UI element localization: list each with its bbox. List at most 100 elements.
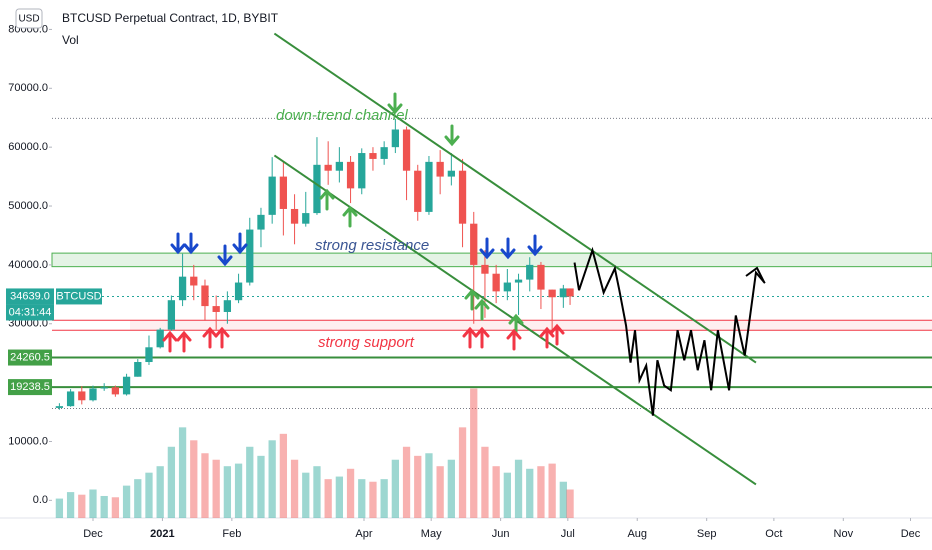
arrow-up — [176, 330, 192, 353]
arrows — [162, 92, 565, 353]
candle-body — [302, 213, 310, 224]
volume-bar — [190, 440, 198, 518]
candle-body — [66, 391, 75, 407]
level-label: 24260.5 — [10, 351, 50, 363]
volume-bar — [369, 481, 377, 518]
arrow-up — [202, 326, 218, 349]
candle-body — [167, 300, 176, 330]
x-tick-label: Jul — [561, 528, 575, 540]
candle-body — [324, 164, 332, 171]
annotation: down-trend channel — [276, 107, 408, 124]
countdown-label: 04:31:44 — [9, 306, 52, 318]
arrow-up — [462, 326, 478, 349]
y-tick-label: 50000.0 — [8, 200, 48, 212]
candle-body — [234, 282, 243, 301]
x-tick-label: Oct — [765, 528, 782, 540]
currency-badge[interactable] — [15, 8, 43, 29]
projection-line — [573, 246, 766, 416]
volume-bar — [447, 459, 455, 518]
volume-bar — [559, 481, 567, 518]
volume-bar — [514, 459, 523, 518]
arrow-up — [474, 298, 490, 321]
candle-body — [369, 153, 377, 159]
candle-body — [447, 170, 455, 177]
x-tick-label: Apr — [355, 528, 372, 540]
annotation: strong support — [318, 334, 415, 351]
axes: 0.0 10000.0 30000.0 40000.0 50000.0 60000.0 70… — [6, 23, 921, 540]
candle-body — [548, 289, 556, 298]
currency: USD — [18, 14, 39, 25]
support-zone — [130, 320, 932, 331]
candle-body — [246, 229, 254, 283]
candle-body — [134, 362, 142, 377]
candle-body — [436, 161, 444, 177]
arrow-down — [170, 232, 186, 255]
volume-bar — [358, 479, 366, 518]
arrow-up — [474, 326, 490, 349]
volume-bar — [458, 427, 467, 518]
candle-body — [503, 282, 511, 292]
candle-body — [458, 170, 467, 224]
arrow-up — [506, 328, 522, 351]
candle-body — [526, 264, 534, 280]
volume-bar — [246, 446, 254, 518]
volume-bar — [492, 466, 500, 518]
arrow-down — [444, 124, 460, 147]
candle-body — [514, 279, 523, 283]
volume-bar — [425, 453, 433, 518]
arrow-down — [217, 244, 233, 267]
candle-body — [212, 306, 220, 312]
volume-bar — [223, 466, 232, 518]
annotation: strong resistance — [315, 237, 429, 254]
volume-bar — [145, 472, 153, 518]
volume-bar — [156, 466, 164, 518]
volume-bar — [324, 479, 332, 518]
candle-body — [122, 376, 131, 395]
volume-bar — [481, 446, 489, 518]
trendline — [273, 32, 757, 364]
x-tick-label: Nov — [834, 528, 854, 540]
arrow-up — [464, 288, 480, 311]
volume-bar — [66, 492, 75, 518]
volume-bar — [313, 466, 321, 518]
candle-body — [414, 170, 422, 212]
countdown-label-box — [6, 304, 54, 321]
candle-body — [55, 406, 64, 408]
volume-bar — [537, 466, 545, 518]
volume-bar — [134, 479, 142, 518]
x-tick-label: 2021 — [150, 528, 174, 540]
symbol-label: BTCUSD — [56, 290, 101, 302]
candle-body — [402, 129, 411, 171]
y-tick-label: 80000.0 — [8, 23, 48, 35]
x-tick-label: Sep — [697, 528, 717, 540]
volume-bar — [470, 388, 478, 518]
candle-body — [566, 288, 574, 297]
chart-title: BTCUSD Perpetual Contract, 1D, BYBIT — [62, 11, 279, 25]
level-label: 19238.5 — [10, 381, 50, 393]
volume-bar — [234, 463, 243, 518]
volume-bar — [566, 489, 574, 518]
x-tick-label: Aug — [627, 528, 647, 540]
candle-body — [190, 276, 198, 286]
candle-body — [268, 176, 276, 215]
volume-label: Vol — [62, 33, 79, 47]
volume — [55, 388, 574, 518]
symbol-label-box — [56, 288, 102, 305]
x-tick-label: Dec — [83, 528, 103, 540]
candle-body — [290, 208, 299, 224]
volume-bar — [201, 453, 209, 518]
candle-body — [358, 153, 366, 189]
candle-body — [279, 176, 288, 209]
y-tick-label: 10000.0 — [8, 435, 48, 447]
arrow-down — [527, 234, 543, 257]
x-tick-label: Jun — [492, 528, 510, 540]
volume-bar — [257, 455, 265, 518]
projection-arrowhead — [745, 266, 765, 283]
last-price-label: 34639.0 — [10, 290, 50, 302]
volume-bar — [122, 485, 131, 518]
candle-body — [201, 285, 209, 307]
arrow-down — [232, 232, 248, 255]
arrow-up — [214, 326, 230, 349]
candle-body — [380, 147, 388, 159]
